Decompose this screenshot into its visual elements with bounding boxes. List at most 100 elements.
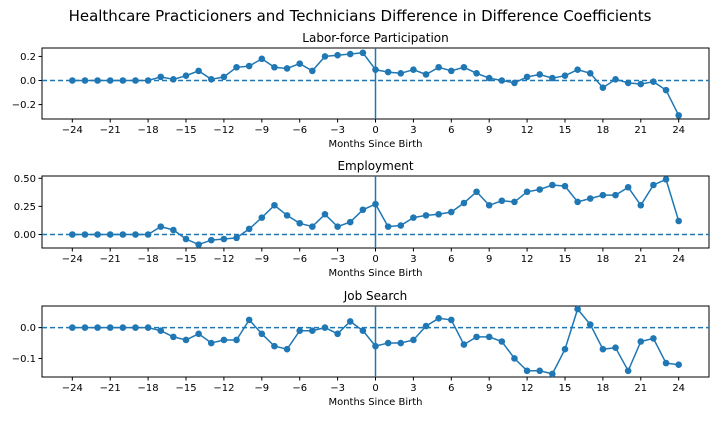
- data-point: [271, 63, 278, 71]
- data-point: [195, 241, 202, 248]
- x-axis-label: Months Since Birth: [328, 397, 422, 408]
- data-point: [81, 231, 89, 238]
- x-tick-label: 21: [634, 254, 647, 265]
- data-point: [132, 231, 139, 238]
- data-point: [511, 79, 518, 87]
- data-point: [106, 231, 114, 238]
- data-point: [460, 63, 468, 71]
- data-point: [283, 345, 291, 353]
- data-point: [283, 65, 291, 72]
- data-point: [447, 316, 455, 324]
- data-point: [81, 77, 89, 84]
- data-point: [675, 112, 682, 119]
- data-point: [536, 71, 544, 78]
- data-point: [207, 236, 215, 244]
- y-tick-label: 0.25: [14, 202, 36, 213]
- data-point: [119, 231, 127, 238]
- data-point: [94, 231, 101, 238]
- data-point: [599, 345, 607, 353]
- data-point: [258, 55, 266, 63]
- data-point: [384, 339, 392, 347]
- data-point: [498, 338, 506, 345]
- data-point: [271, 342, 278, 350]
- data-point: [94, 77, 101, 84]
- data-point: [258, 330, 266, 338]
- data-point: [258, 214, 266, 221]
- x-tick-label: −12: [213, 383, 234, 394]
- panel-title: Job Search: [343, 289, 408, 303]
- data-point: [536, 367, 544, 375]
- data-point: [69, 324, 76, 331]
- data-point: [384, 68, 392, 76]
- x-tick-label: −21: [100, 254, 121, 265]
- data-point: [599, 191, 607, 199]
- data-point: [675, 361, 682, 368]
- y-tick-label: −0.2: [12, 100, 36, 111]
- x-tick-label: −6: [292, 383, 307, 394]
- data-point: [410, 214, 417, 221]
- x-tick-label: 0: [372, 383, 378, 394]
- data-point: [410, 66, 417, 73]
- data-point: [144, 77, 152, 84]
- data-point: [182, 336, 190, 344]
- x-axis-label: Months Since Birth: [328, 139, 422, 150]
- data-point: [106, 77, 114, 84]
- data-point: [549, 181, 556, 189]
- data-point: [485, 201, 493, 209]
- data-point: [157, 327, 165, 334]
- x-tick-label: −15: [175, 254, 196, 265]
- x-tick-label: 18: [597, 254, 610, 265]
- x-tick-label: 3: [410, 254, 416, 265]
- data-point: [233, 336, 240, 344]
- x-tick-label: 15: [559, 254, 572, 265]
- x-tick-label: −9: [254, 125, 269, 136]
- data-point: [460, 199, 468, 207]
- y-tick-label: 0.50: [14, 174, 36, 185]
- data-point: [296, 60, 304, 67]
- data-point: [485, 333, 493, 341]
- data-point: [321, 210, 329, 218]
- data-point: [561, 72, 569, 79]
- data-point: [435, 63, 442, 71]
- data-point: [523, 188, 531, 196]
- data-point: [94, 324, 101, 331]
- data-point: [245, 316, 253, 324]
- data-point: [662, 86, 670, 94]
- data-point: [637, 80, 645, 88]
- data-point: [207, 75, 215, 83]
- data-point: [119, 77, 127, 84]
- data-point: [536, 186, 544, 193]
- x-tick-label: −18: [138, 383, 159, 394]
- data-point: [473, 333, 480, 341]
- data-point: [586, 195, 594, 202]
- data-point: [523, 367, 531, 375]
- data-point: [346, 318, 354, 325]
- y-tick-label: 0.2: [20, 52, 36, 63]
- x-tick-label: 18: [597, 125, 610, 136]
- data-point: [144, 324, 152, 331]
- data-point: [650, 181, 657, 189]
- panel-title: Employment: [337, 159, 413, 173]
- data-point: [384, 223, 392, 230]
- data-point: [245, 62, 253, 70]
- x-tick-label: 9: [486, 254, 492, 265]
- data-point: [182, 235, 190, 243]
- data-point: [372, 342, 379, 350]
- data-point: [612, 344, 619, 351]
- x-tick-label: −3: [330, 254, 345, 265]
- data-point: [372, 66, 379, 73]
- data-point: [309, 223, 316, 230]
- x-tick-label: 21: [634, 383, 647, 394]
- data-point: [132, 77, 139, 84]
- data-point: [624, 183, 632, 191]
- data-point: [422, 322, 430, 330]
- x-tick-label: −3: [330, 383, 345, 394]
- x-tick-label: 3: [410, 125, 416, 136]
- data-point: [397, 222, 405, 229]
- data-point: [422, 212, 430, 219]
- data-point: [511, 355, 518, 362]
- x-tick-label: −12: [213, 254, 234, 265]
- data-point: [359, 327, 367, 334]
- data-point: [233, 63, 240, 71]
- data-point: [574, 198, 581, 206]
